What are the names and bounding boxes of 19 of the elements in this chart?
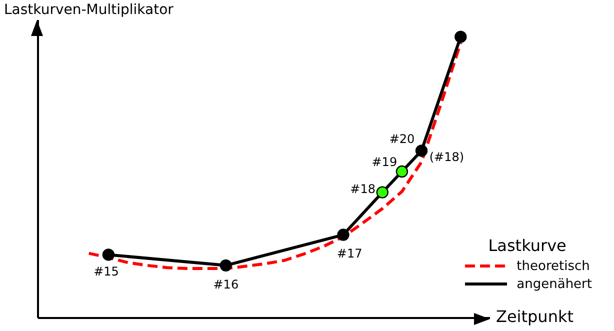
- legend-label: theoretisch: [516, 258, 590, 274]
- annotation: #19: [372, 155, 398, 170]
- legend-title: Lastkurve: [487, 236, 568, 255]
- point: [415, 144, 428, 157]
- point: [454, 30, 467, 43]
- point: [102, 248, 115, 261]
- annotation: #15: [94, 264, 119, 279]
- x-axis-title: Zeitpunkt: [496, 307, 574, 326]
- point: [220, 259, 232, 272]
- annotation: #20: [389, 132, 415, 146]
- legend-label: angenähert: [516, 276, 592, 292]
- point: [396, 165, 408, 178]
- annotation: #17: [336, 246, 362, 261]
- annotation: #18: [350, 182, 376, 196]
- point: [337, 228, 350, 241]
- point: [376, 186, 388, 198]
- annotation: (#18): [429, 150, 464, 164]
- annotation: #16: [213, 277, 239, 292]
- y-axis-title: Lastkurven-Multiplikator: [4, 2, 174, 18]
